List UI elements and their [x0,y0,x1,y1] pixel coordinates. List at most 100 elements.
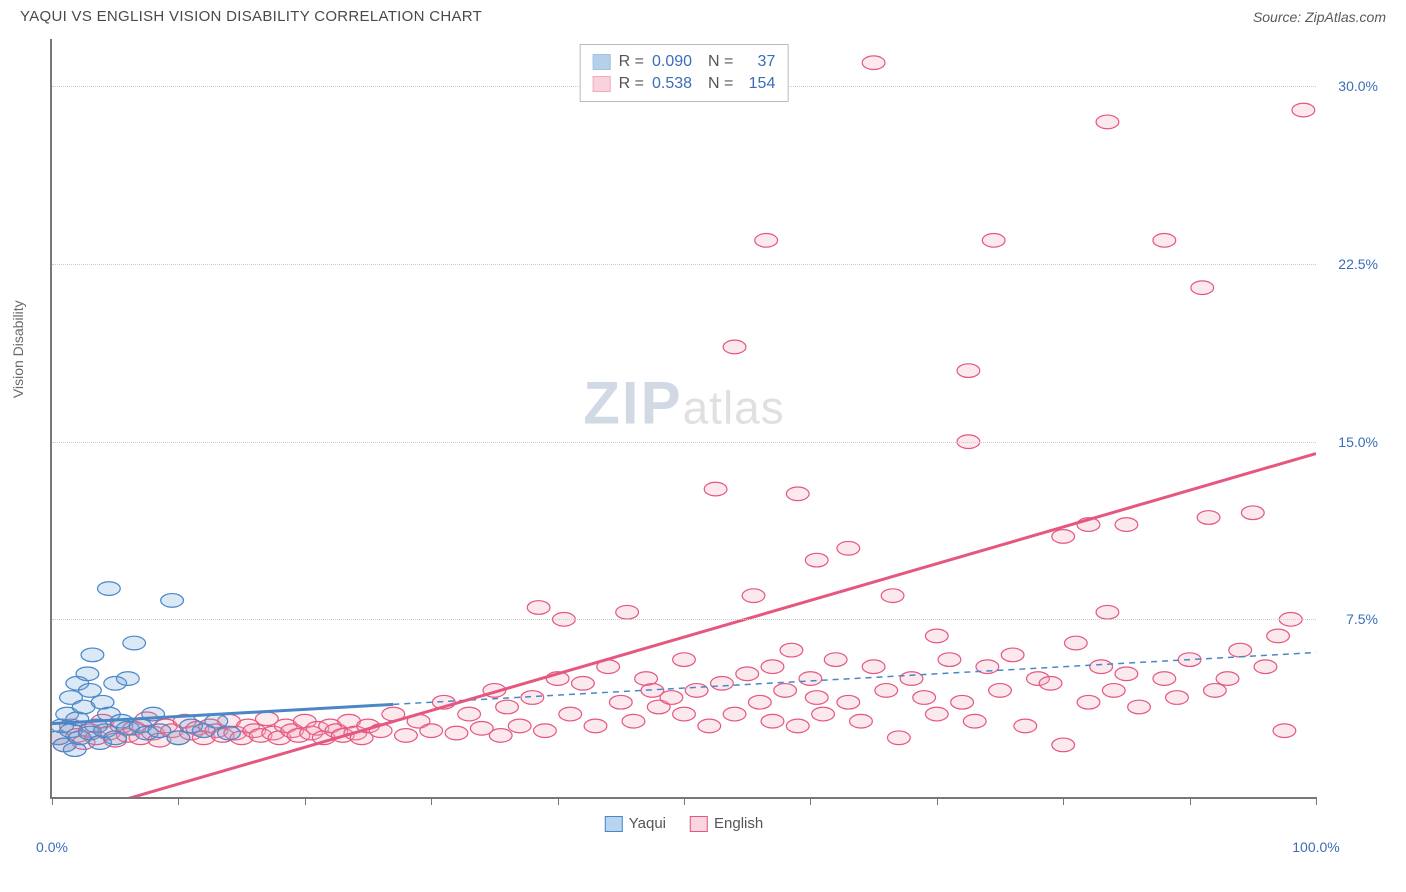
scatter-point [805,691,828,705]
scatter-point [89,736,112,750]
scatter-point [94,724,117,738]
scatter-point [1204,684,1227,698]
scatter-point [635,672,658,686]
scatter-point [110,719,133,733]
scatter-point [780,643,803,657]
y-axis-label: Vision Disability [10,300,26,398]
scatter-point [698,719,721,733]
legend-swatch [605,816,623,832]
scatter-point [249,729,272,743]
gridline [52,619,1316,620]
x-tick [810,797,811,805]
plot-area: ZIP atlas R =0.090N =37R =0.538N =154 Ya… [50,39,1316,799]
scatter-point [293,714,316,728]
scatter-point [1077,518,1100,532]
legend-series-item: Yaqui [605,815,666,832]
scatter-point [300,726,323,740]
scatter-point [572,676,595,690]
scatter-point [786,719,809,733]
scatter-point [91,695,114,709]
scatter-point [850,714,873,728]
scatter-point [180,719,203,733]
scatter-point [205,714,228,728]
scatter-point [52,731,70,745]
scatter-point [262,726,285,740]
scatter-point [116,672,139,686]
scatter-point [68,731,91,745]
scatter-point [76,667,99,681]
scatter-point [407,714,430,728]
scatter-point [597,660,620,674]
x-tick [558,797,559,805]
scatter-point [1115,667,1138,681]
scatter-point [1090,660,1113,674]
y-tick-label: 30.0% [1338,78,1378,94]
scatter-point [199,719,222,733]
scatter-point [129,719,152,733]
scatter-point [186,721,209,735]
scatter-point [218,726,241,740]
scatter-point [66,712,89,726]
x-tick [52,797,53,805]
legend-r-label: R = [619,75,644,93]
scatter-point [85,731,108,745]
legend-series-label: Yaqui [629,815,666,832]
scatter-point [85,719,108,733]
scatter-point [312,731,335,745]
chart-title: YAQUI VS ENGLISH VISION DISABILITY CORRE… [20,8,482,25]
scatter-point [66,729,89,743]
x-tick [178,797,179,805]
scatter-point [350,731,373,745]
gridline [52,442,1316,443]
legend-r-value: 0.538 [652,75,700,93]
legend-n-label: N = [708,75,733,93]
scatter-point [60,719,83,733]
scatter-point [243,724,266,738]
scatter-point [331,729,354,743]
scatter-point [382,707,405,721]
scatter-point [81,648,104,662]
scatter-point [142,707,165,721]
x-tick [1063,797,1064,805]
legend-series-label: English [714,815,763,832]
scatter-point [900,672,923,686]
scatter-point [458,707,481,721]
x-tick-label-start: 0.0% [36,839,68,855]
scatter-point [508,719,531,733]
scatter-point [647,700,670,714]
scatter-point [104,731,127,745]
scatter-point [938,653,961,667]
scatter-point [395,729,418,743]
scatter-point [1191,281,1214,295]
x-tick [937,797,938,805]
scatter-point [1166,691,1189,705]
scatter-point [1096,605,1119,619]
scatter-point [129,731,152,745]
scatter-point [79,726,102,740]
scatter-point [338,714,361,728]
scatter-point [192,724,215,738]
scatter-point [925,707,948,721]
scatter-point [180,726,203,740]
scatter-point [1096,115,1119,129]
scatter-point [989,684,1012,698]
scatter-point [527,601,550,615]
trend-line [52,704,393,723]
scatter-point [660,691,683,705]
scatter-point [167,731,190,745]
series-legend: Yaqui English [605,815,763,832]
x-tick [684,797,685,805]
scatter-point [704,482,727,496]
correlation-legend: R =0.090N =37R =0.538N =154 [580,44,789,102]
scatter-point [786,487,809,501]
trend-line-extrapolated [393,653,1316,705]
scatter-point [824,653,847,667]
scatter-point [281,724,304,738]
scatter-point [761,660,784,674]
scatter-point [862,660,885,674]
x-tick [431,797,432,805]
scatter-point [982,234,1005,248]
scatter-point [673,707,696,721]
scatter-point [559,707,582,721]
scatter-point [1052,530,1075,544]
